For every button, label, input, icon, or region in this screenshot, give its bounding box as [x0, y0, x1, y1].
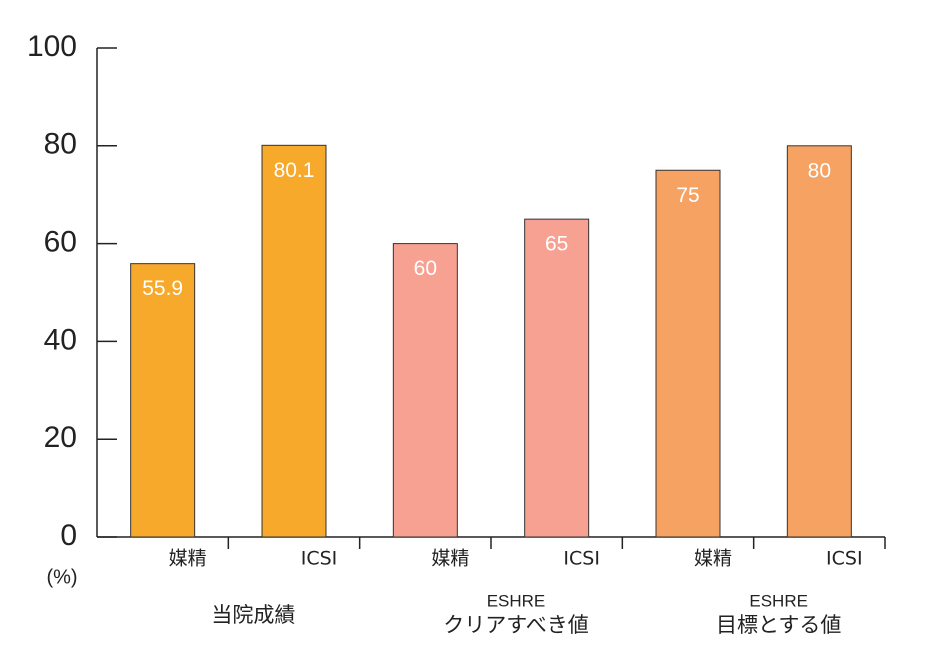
value-label: 80	[808, 159, 831, 182]
y-tick-label: 0	[60, 519, 77, 552]
bar	[655, 169, 721, 538]
group-sublabel: ESHRE	[487, 591, 546, 610]
y-tick-label: 40	[44, 323, 77, 356]
group-sublabel: ESHRE	[749, 591, 808, 610]
bar	[524, 218, 590, 538]
value-label: 60	[414, 257, 437, 280]
y-unit: (%)	[46, 566, 77, 588]
bar	[130, 263, 196, 538]
x-tick-label: 媒精	[694, 548, 732, 570]
x-tick-label: ICSI	[826, 548, 863, 570]
group-label: クリアすべき値	[443, 613, 589, 637]
value-label: 55.9	[142, 277, 183, 300]
y-tick-label: 60	[44, 226, 77, 259]
bar	[392, 243, 458, 538]
y-tick-label: 20	[44, 421, 77, 454]
x-tick-label: 媒精	[431, 548, 469, 570]
value-label: 75	[676, 184, 699, 207]
bar	[786, 145, 852, 538]
x-tick-label: ICSI	[563, 548, 600, 570]
y-tick-label: 80	[44, 128, 77, 161]
x-tick-label: ICSI	[301, 548, 338, 570]
bar	[261, 144, 327, 538]
group-label: 目標とする値	[716, 613, 841, 637]
y-tick-label: 100	[27, 30, 77, 63]
group-label: 当院成績	[211, 603, 295, 627]
x-tick-label: 媒精	[169, 548, 207, 570]
value-label: 80.1	[274, 159, 315, 182]
value-label: 65	[545, 233, 568, 256]
